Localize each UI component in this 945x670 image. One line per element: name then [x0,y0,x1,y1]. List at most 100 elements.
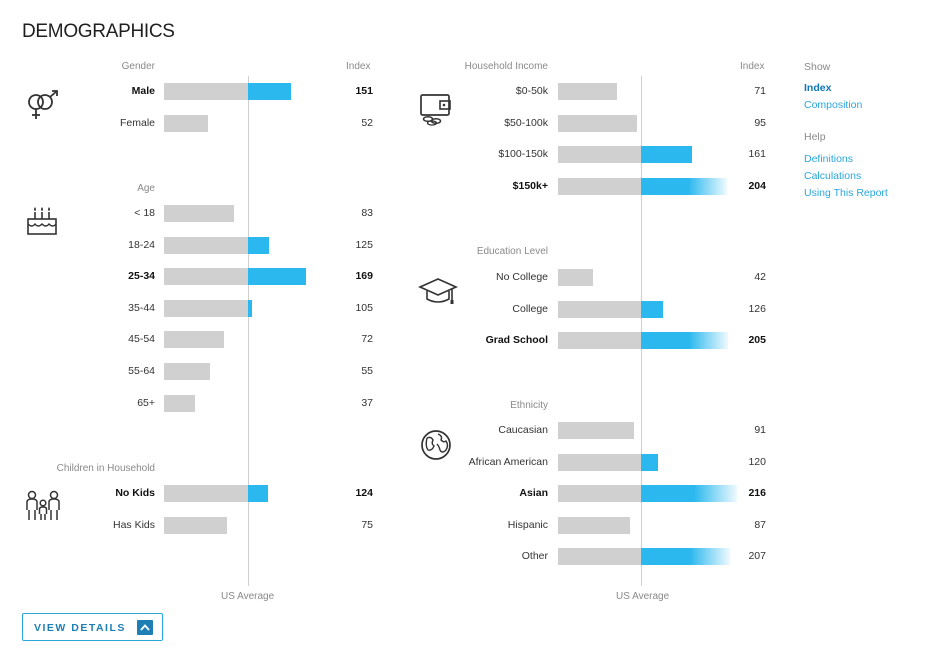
birthday-cake-icon [27,207,57,235]
bar-below-average [164,516,227,534]
bar-row [164,516,364,534]
category-label: Caucasian [498,424,548,436]
bar-below-average [558,114,637,132]
bar-above-average [248,299,253,317]
category-label: < 18 [134,207,155,219]
show-index-link[interactable]: Index [804,82,832,94]
section-header: Household Income [464,61,548,72]
bar-row [558,516,758,534]
category-label: African American [468,455,548,468]
category-label: $100-150k [498,148,548,161]
bar-above-average [641,146,692,164]
bar-row [164,299,364,317]
index-value: 151 [355,85,373,97]
bar-row [558,300,758,318]
index-value: 37 [361,396,373,409]
bar-row [558,83,758,100]
bar-below-average [164,331,225,349]
bar-above-average [248,83,291,100]
index-value: 126 [748,302,766,315]
index-value: 72 [361,333,373,346]
bar-row [164,363,364,380]
bar-row [164,331,364,349]
using-this-report-link[interactable]: Using This Report [804,187,888,199]
index-value: 83 [361,207,373,219]
chevron-up-icon [137,620,153,635]
category-label: Female [119,116,155,129]
index-value: 125 [355,238,373,251]
index-value: 75 [361,518,373,531]
bar-above-average [248,485,269,502]
index-value: 95 [754,116,766,129]
bar-row [558,485,758,503]
bar-below-average [558,83,617,100]
bar-above-average [641,332,729,350]
bar-below-average [164,268,248,286]
gender-icon [28,90,58,119]
index-value: 71 [754,85,766,97]
category-label: Other [521,550,548,563]
bar-above-average [641,548,730,566]
bar-row [558,177,758,195]
category-label: Hispanic [507,518,548,531]
bar-below-average [164,299,248,317]
bar-above-average [248,236,269,254]
category-label: 65+ [137,396,155,409]
category-label: Male [131,85,155,97]
index-value: 161 [748,148,766,161]
view-details-button[interactable]: VIEW DETAILS [22,613,163,641]
bar-row [164,394,364,412]
bar-row [558,453,758,471]
bar-row [558,146,758,164]
index-value: 216 [748,487,766,500]
category-label: 18-24 [128,238,155,251]
show-composition-link[interactable]: Composition [804,99,863,111]
bar-below-average [558,485,641,503]
category-label: $150k+ [512,179,548,192]
show-label: Show [804,61,831,73]
calculations-link[interactable]: Calculations [804,170,862,182]
bar-below-average [164,363,211,380]
bar-above-average [641,485,738,503]
index-value: 91 [754,424,766,436]
bar-row [164,83,364,100]
bar-below-average [558,516,631,534]
bar-below-average [164,114,208,132]
category-label: Grad School [485,334,548,347]
section-header: Education Level [476,246,548,257]
category-label: $50-100k [504,116,548,129]
index-header: Index [740,61,765,72]
definitions-link[interactable]: Definitions [804,153,854,165]
category-label: $0-50k [515,85,548,97]
bar-below-average [164,485,248,502]
index-header: Index [346,61,371,72]
index-value: 105 [355,301,373,314]
section-header: Children in Household [56,463,155,474]
bar-below-average [558,548,641,566]
bar-row [558,422,758,439]
index-value: 52 [361,116,373,129]
index-value: 87 [754,518,766,531]
bar-below-average [558,177,641,195]
bar-below-average [558,300,641,318]
index-value: 205 [748,334,766,347]
bar-above-average [641,177,728,195]
bar-below-average [164,236,248,254]
bar-row [558,548,758,566]
index-value: 42 [754,271,766,283]
help-label: Help [804,131,826,143]
bar-row [558,114,758,132]
bar-row [558,269,758,286]
bar-below-average [558,422,634,439]
section-header: Age [137,183,155,194]
bar-row [164,205,364,222]
bar-row [558,332,758,350]
bar-below-average [558,453,641,471]
bar-above-average [248,268,306,286]
bar-below-average [558,146,641,164]
index-value: 124 [355,487,373,499]
category-label: Asian [519,487,548,500]
bar-below-average [164,394,196,412]
category-label: 55-64 [128,365,155,377]
globe-icon [421,430,451,460]
